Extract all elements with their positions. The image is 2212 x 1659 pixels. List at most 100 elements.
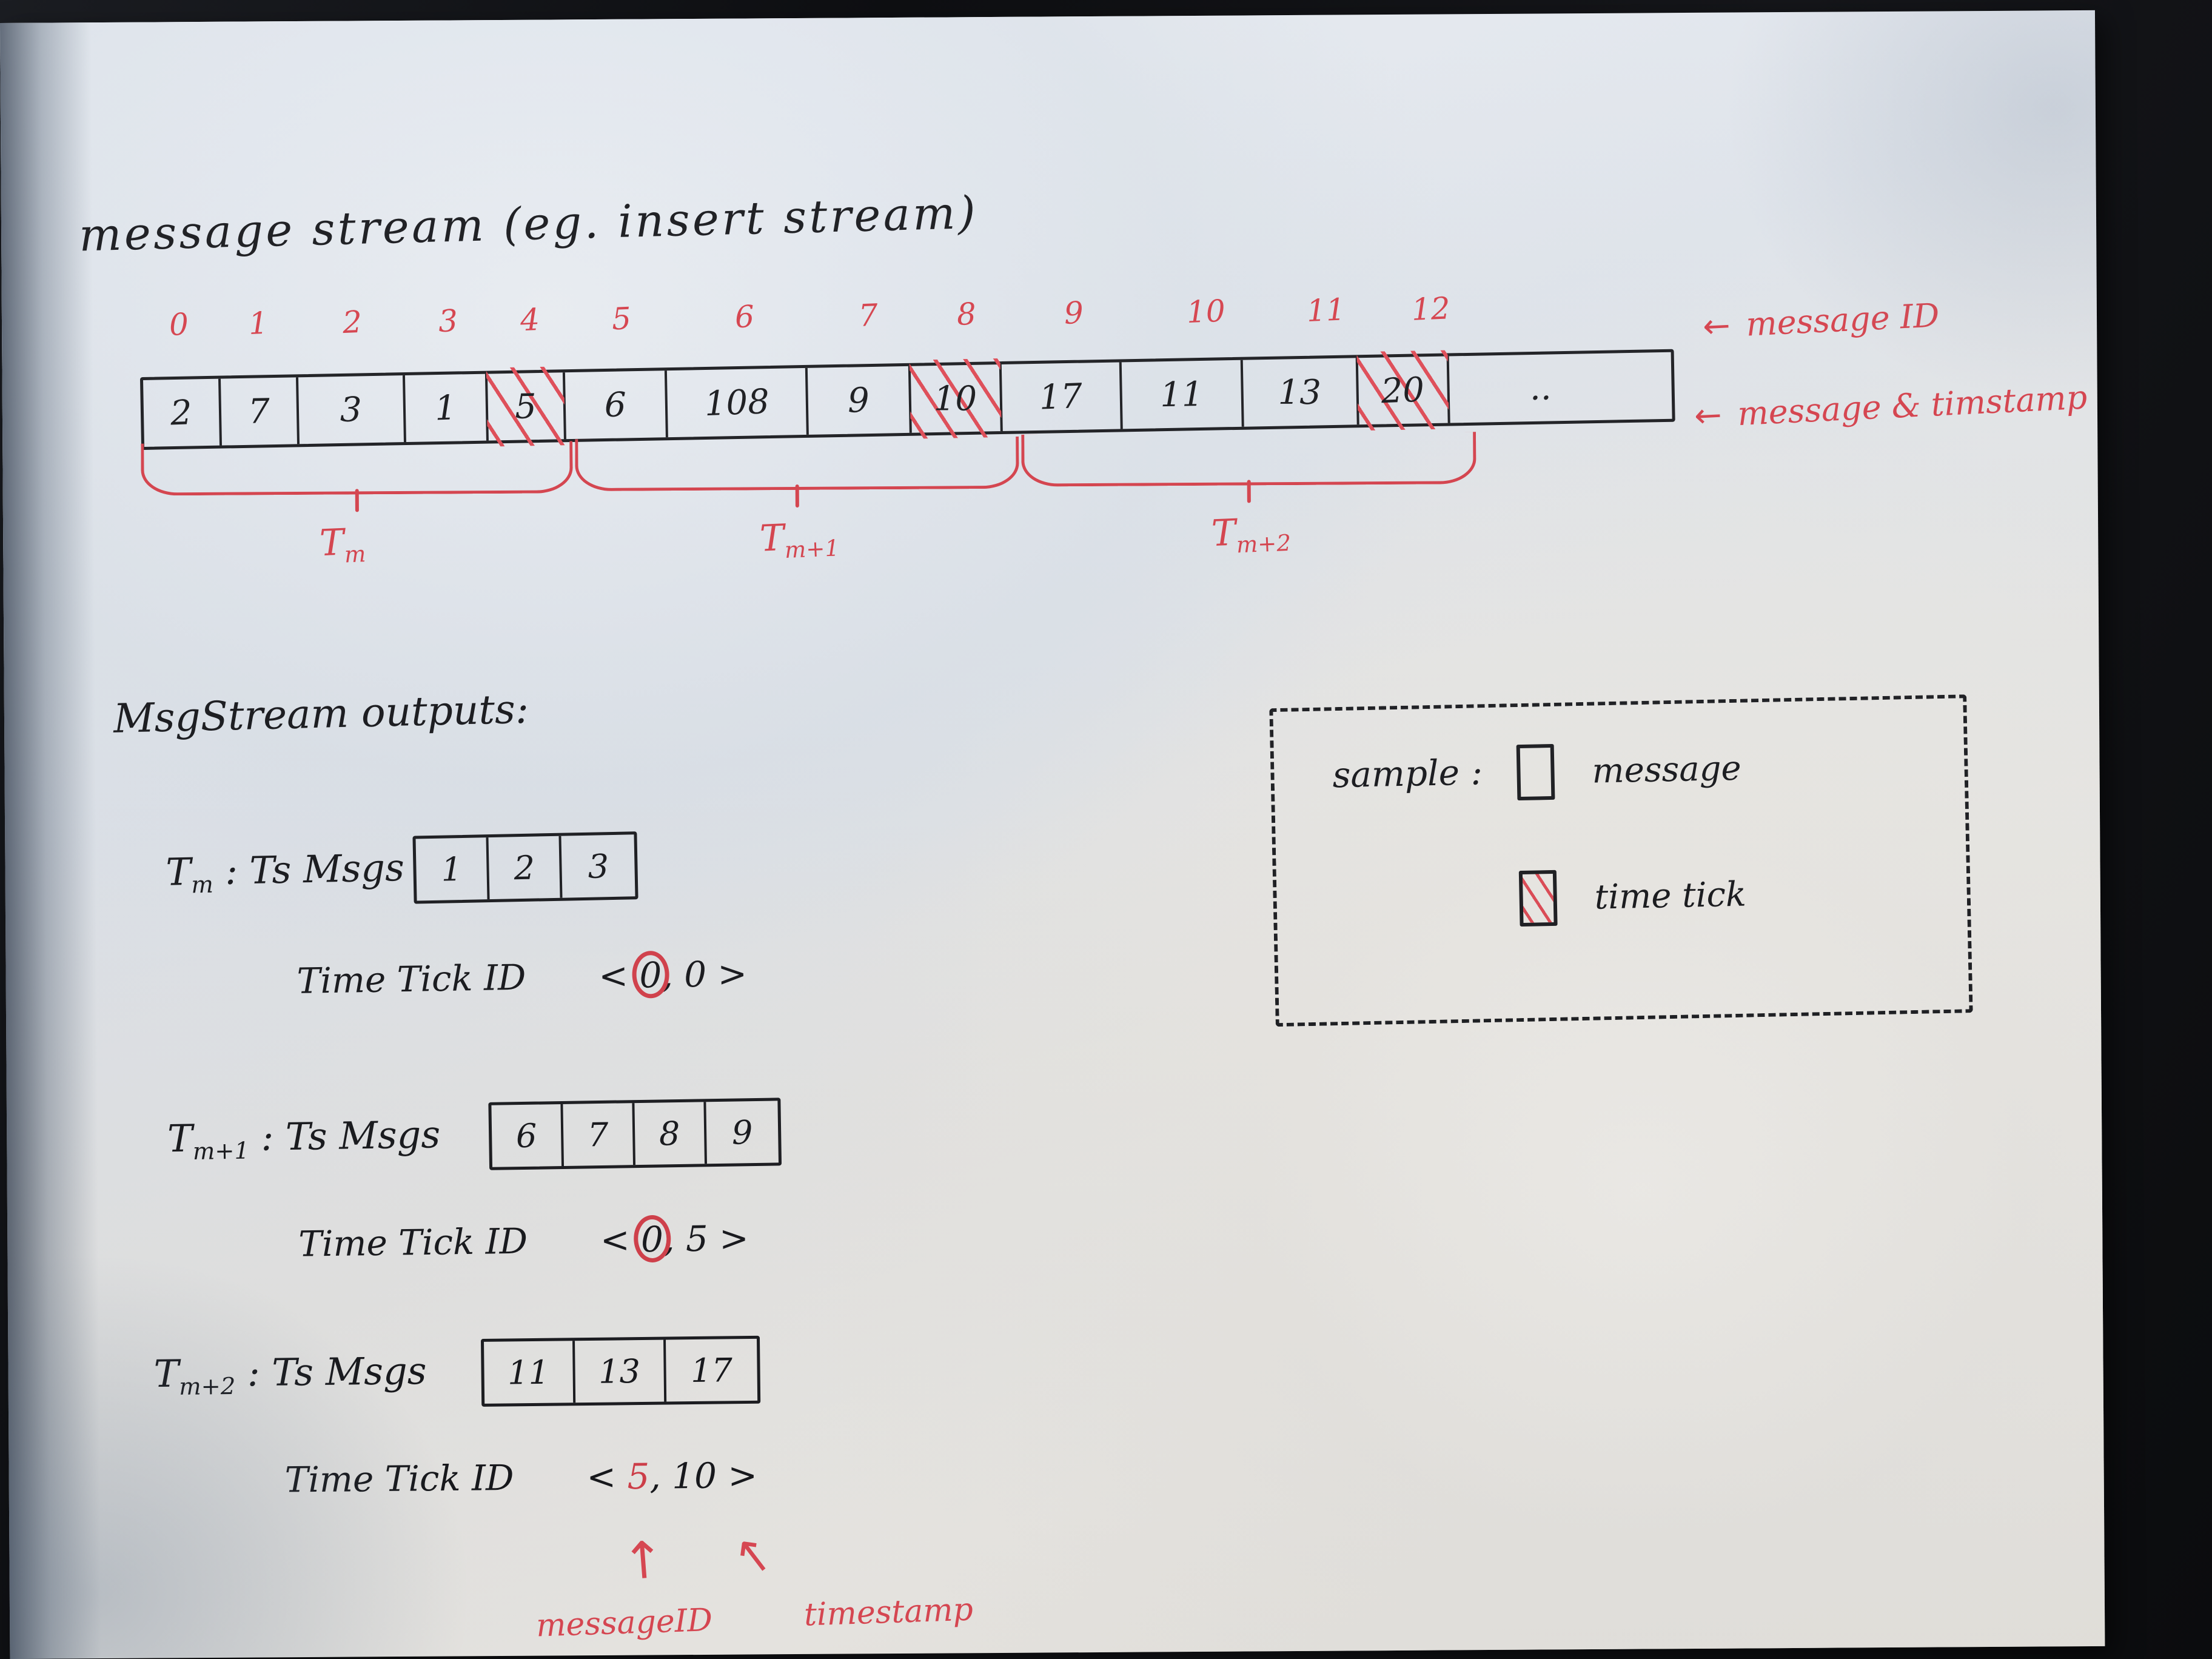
legend-item-message: message bbox=[1516, 740, 1742, 801]
annotation-message-id: ← message ID bbox=[1702, 296, 1940, 346]
output-label-colon: : bbox=[212, 848, 250, 894]
brace-label-text: T bbox=[1210, 511, 1237, 555]
annotation-message-timestamp: ← message & timstamp bbox=[1694, 378, 2088, 435]
stream-cell-value: 1 bbox=[434, 387, 458, 429]
stream-index-label: 5 bbox=[611, 300, 632, 337]
stream-cell-message: 6 bbox=[565, 370, 668, 440]
stream-index-label: 7 bbox=[857, 297, 879, 334]
stream-cell-value: 11 bbox=[1159, 374, 1204, 415]
brace-label-text: T bbox=[318, 521, 345, 565]
stream-cell-value: 13 bbox=[1278, 372, 1322, 412]
stream-cell-message: 7 bbox=[221, 377, 300, 446]
up-arrow-icon: ↑ bbox=[619, 1529, 667, 1592]
output-label-subscript: m+1 bbox=[192, 1137, 250, 1166]
timetick-message-id: 0 bbox=[638, 954, 662, 996]
output-label-subscript: m bbox=[190, 871, 214, 899]
timetick-label: Time Tick ID bbox=[298, 1220, 528, 1265]
stream-brace bbox=[575, 436, 1019, 492]
timetick-swatch-icon bbox=[1518, 870, 1558, 927]
left-arrow-icon: ← bbox=[1693, 395, 1723, 435]
stream-brace-label: Tm+2 bbox=[1211, 509, 1292, 559]
timetick-message-id: 0 bbox=[640, 1218, 664, 1261]
message-swatch-icon bbox=[1516, 743, 1555, 801]
output-timetick-row: Time Tick ID < 5, 10 > bbox=[284, 1455, 757, 1500]
stream-cell-message: 3 bbox=[298, 375, 406, 444]
timetick-timestamp: 5 bbox=[685, 1218, 709, 1260]
paper-shadow bbox=[0, 22, 101, 1659]
stream-cell-value: 20 bbox=[1380, 370, 1426, 411]
timetick-close-bracket: > bbox=[708, 1217, 749, 1259]
output-msg-cell: 2 bbox=[488, 836, 563, 900]
stream-index-label: 1 bbox=[247, 305, 269, 341]
stream-index-label: 0 bbox=[168, 306, 190, 343]
output-msg-cell: 6 bbox=[491, 1104, 564, 1167]
output-msgs-label: Ts Msgs bbox=[285, 1112, 441, 1159]
stream-brace-group: Tm Tm+1 Tm+2 bbox=[0, 10, 2095, 568]
outputs-heading: MsgStream outputs: bbox=[113, 685, 529, 742]
output-label-subscript: m+2 bbox=[178, 1373, 236, 1401]
output-row: Tm+1 : Ts Msgs 6 7 8 9 bbox=[167, 1098, 782, 1175]
brace-label-subscript: m bbox=[344, 540, 367, 568]
stream-cell-value: .. bbox=[1529, 367, 1552, 408]
timetick-close-bracket: > bbox=[706, 953, 748, 995]
pointer-label-message-id: messageID bbox=[535, 1602, 713, 1644]
stream-cell-message: 17 bbox=[1001, 362, 1123, 432]
output-msg-cell: 8 bbox=[634, 1102, 707, 1165]
stream-cell-ellipsis: .. bbox=[1449, 353, 1632, 423]
stream-index-label: 3 bbox=[438, 303, 459, 339]
timetick-comma: , bbox=[649, 1455, 672, 1497]
timetick-open-bracket: < bbox=[598, 954, 640, 997]
stream-index-row: 0 1 2 3 4 5 6 7 8 9 10 11 12 bbox=[0, 10, 2095, 343]
output-label-colon: : bbox=[249, 1114, 286, 1160]
stream-cell-message: 1 bbox=[404, 374, 489, 443]
output-row: Tm : Ts Msgs 1 2 3 bbox=[166, 831, 638, 909]
timetick-value: < 0, 0 > bbox=[598, 953, 748, 997]
stream-cell-value: 17 bbox=[1038, 376, 1084, 418]
output-label-text: T bbox=[167, 1116, 193, 1161]
output-msg-cell: 3 bbox=[587, 846, 609, 886]
timetick-timestamp: 0 bbox=[683, 953, 707, 996]
timetick-close-bracket: > bbox=[716, 1455, 758, 1496]
stream-cell-message: 13 bbox=[1242, 358, 1359, 427]
output-msg-cell: 1 bbox=[415, 837, 490, 901]
output-msg-cell: 13 bbox=[574, 1339, 667, 1403]
output-label-colon: : bbox=[235, 1350, 272, 1395]
stream-cell-message: 2 bbox=[143, 378, 223, 447]
timetick-comma: , bbox=[663, 1218, 686, 1260]
timetick-open-bracket: < bbox=[600, 1219, 642, 1261]
output-label-text: T bbox=[165, 850, 192, 895]
legend-label-message: message bbox=[1591, 748, 1742, 791]
output-row-label: Tm : Ts Msgs bbox=[166, 845, 405, 899]
stream-cell-timetick: 20 bbox=[1358, 356, 1450, 425]
stream-index-label: 10 bbox=[1185, 293, 1226, 330]
timetick-comma: , bbox=[661, 954, 685, 996]
timetick-message-id: 5 bbox=[627, 1455, 650, 1498]
stream-index-label: 12 bbox=[1410, 290, 1451, 327]
left-arrow-icon: ← bbox=[1701, 306, 1731, 346]
stream-index-label: 8 bbox=[956, 296, 977, 333]
stream-index-label: 2 bbox=[341, 304, 363, 340]
output-msgs-label: Ts Msgs bbox=[271, 1349, 427, 1395]
stream-index-label: 9 bbox=[1063, 295, 1085, 331]
annotation-message-timestamp-label: message & timstamp bbox=[1736, 378, 2088, 434]
legend-title: sample : bbox=[1332, 751, 1483, 796]
outputs-section: Tm : Ts Msgs 1 2 3 Time Tick ID < 0, 0 > Tm+1 … bbox=[0, 10, 2095, 1501]
output-label-text: T bbox=[153, 1351, 179, 1396]
legend-label-timetick: time tick bbox=[1594, 874, 1747, 917]
stream-brace-label: Tm+1 bbox=[759, 514, 840, 564]
output-msg-cell: 9 bbox=[731, 1113, 753, 1152]
stream-cell-message: 11 bbox=[1121, 360, 1244, 429]
brace-label-subscript: m+2 bbox=[1236, 529, 1292, 558]
stream-cell-timetick: 5 bbox=[487, 372, 566, 441]
stream-cell-value: 108 bbox=[703, 381, 770, 424]
output-msgs-label: Ts Msgs bbox=[249, 845, 405, 893]
stream-cell-value: 6 bbox=[604, 385, 626, 425]
output-msg-boxes: 11 13 17 bbox=[480, 1335, 761, 1407]
output-msg-cell: 17 bbox=[690, 1350, 733, 1390]
timetick-value: < 5, 10 > bbox=[586, 1455, 757, 1498]
timetick-label: Time Tick ID bbox=[297, 956, 526, 1002]
stream-cell-value: 5 bbox=[514, 386, 537, 427]
